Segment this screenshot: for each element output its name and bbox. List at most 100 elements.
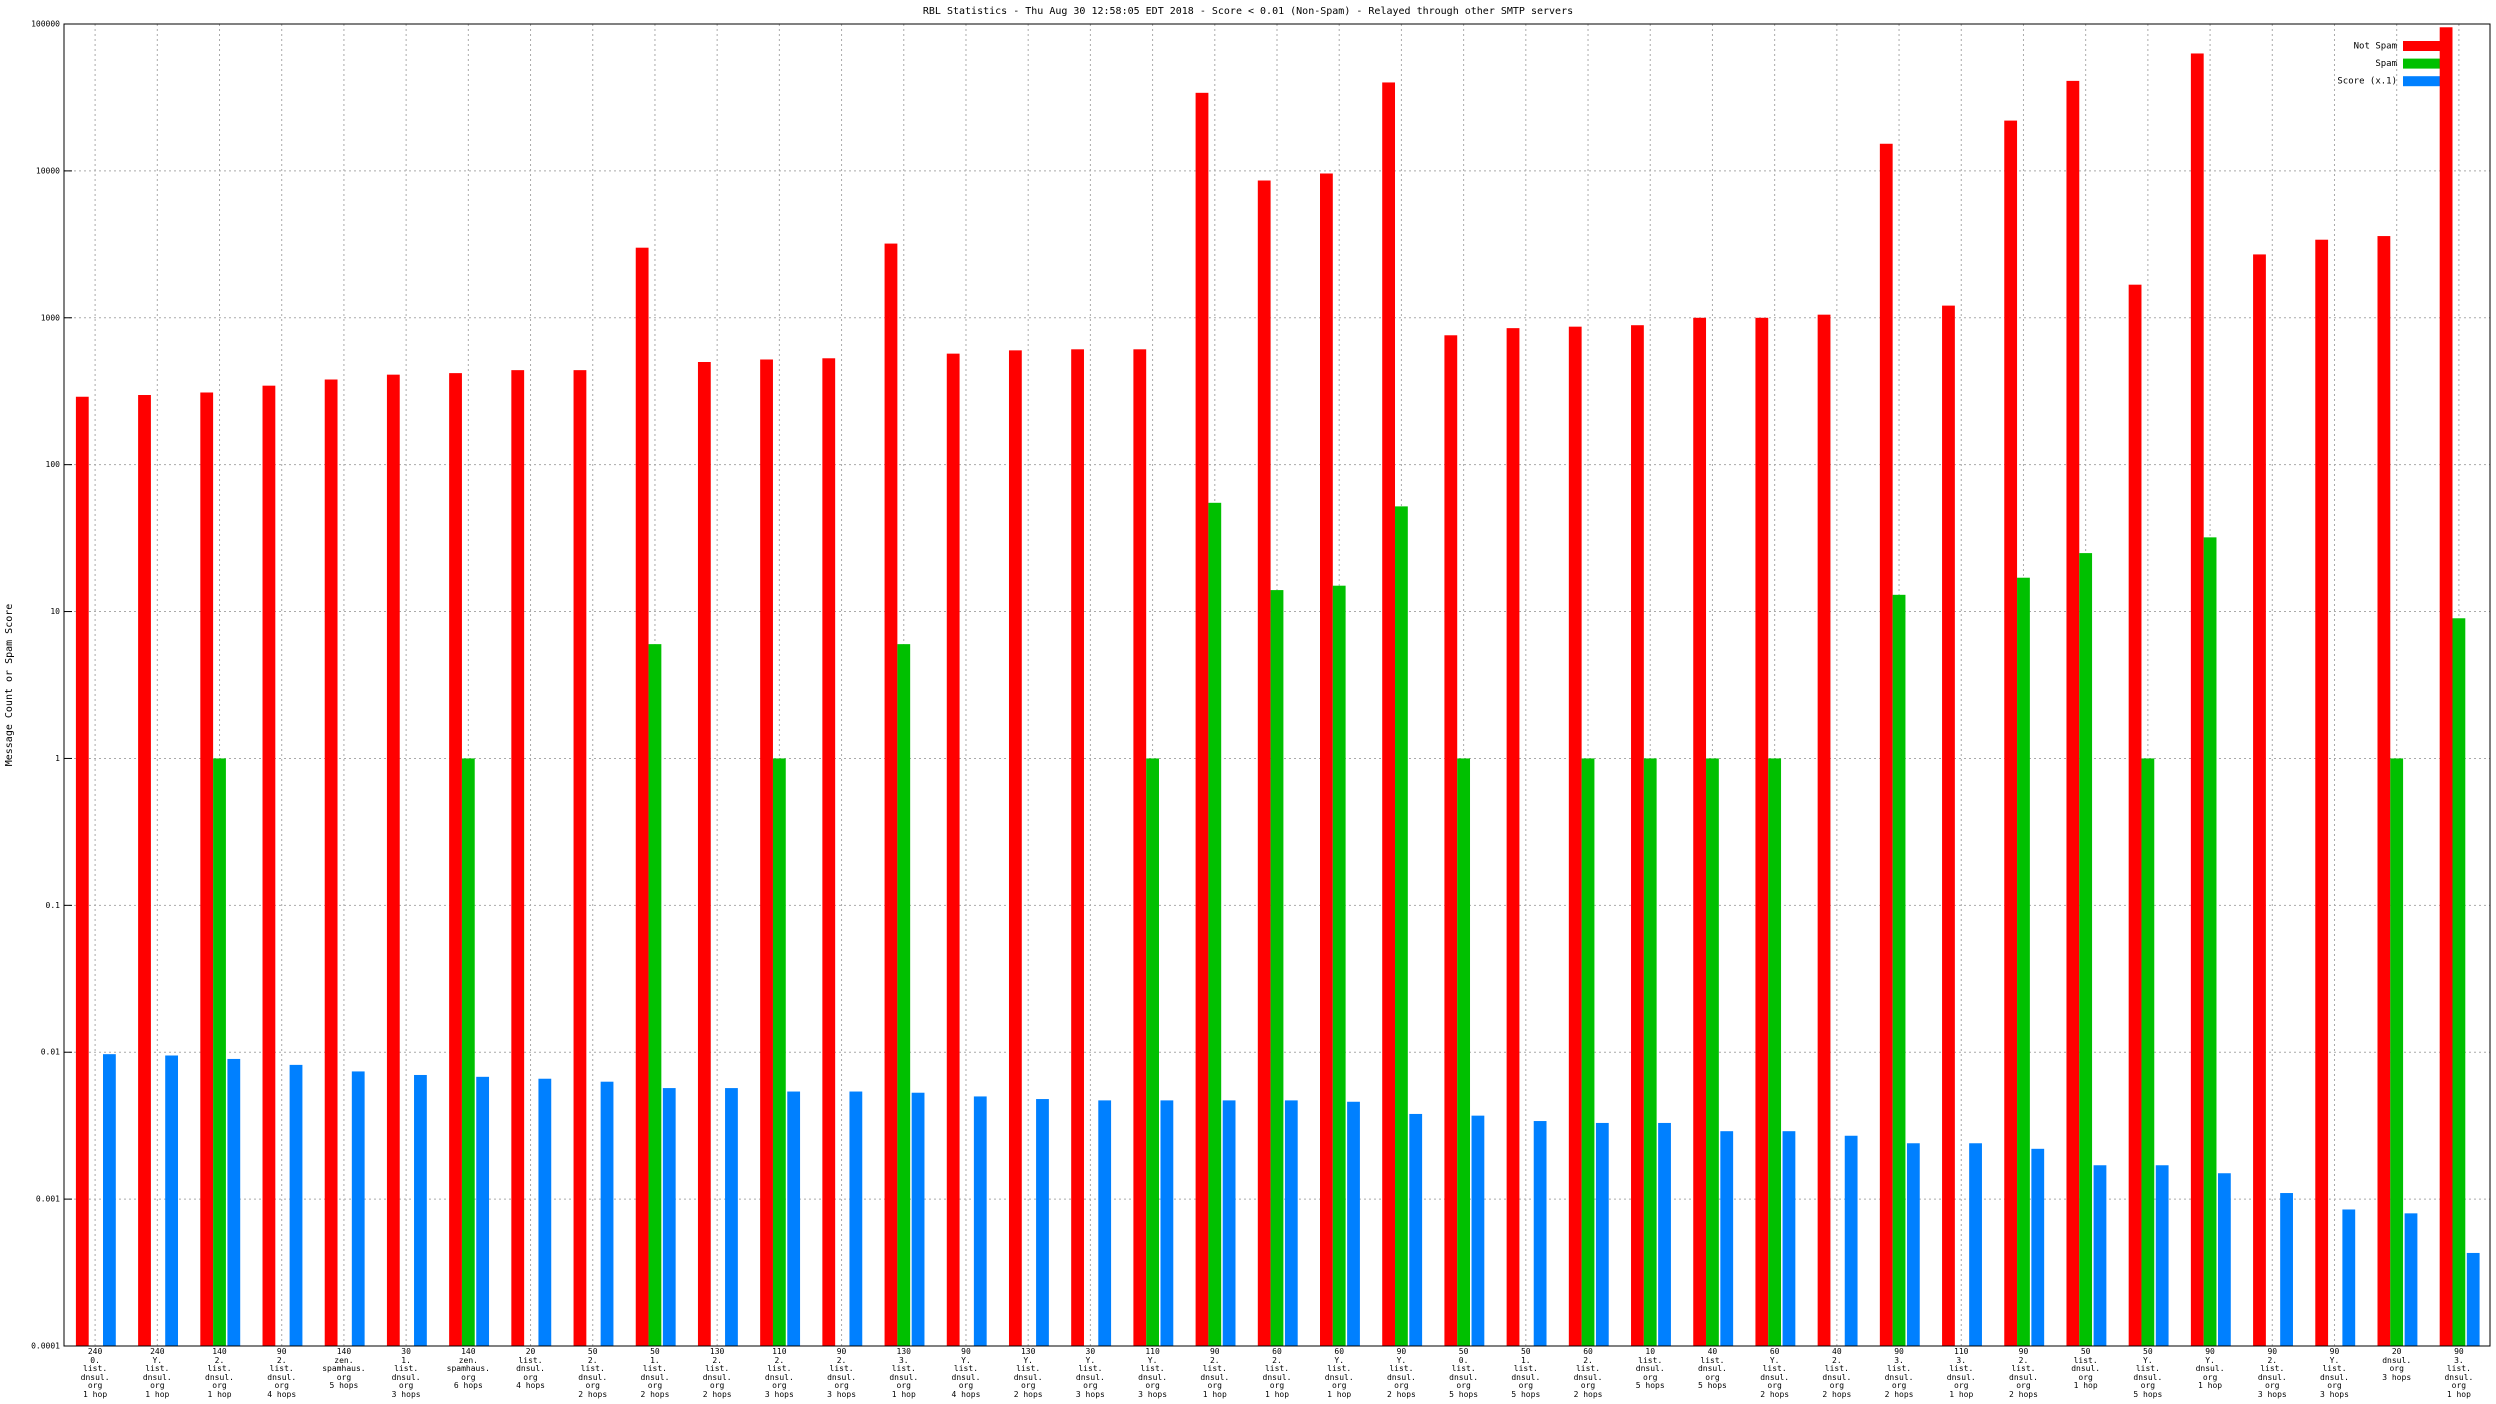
bar	[2390, 758, 2404, 1346]
bar	[1320, 173, 1333, 1346]
bar	[2377, 236, 2391, 1347]
bar	[213, 758, 226, 1346]
x-tick-label: 90 3. list. dnsul. org 2 hops	[1884, 1347, 1914, 1399]
bar	[1270, 590, 1284, 1346]
bar	[1160, 1100, 1174, 1346]
legend-label: Not Spam	[2354, 42, 2397, 52]
bar	[1879, 143, 1893, 1346]
x-tick-label: 60 2. list. dnsul. org 1 hop	[1262, 1347, 1292, 1399]
y-tick-label: 10000	[36, 166, 60, 175]
bar	[635, 247, 649, 1346]
bar	[1471, 1115, 1485, 1346]
bar	[2128, 284, 2142, 1346]
bar	[1395, 506, 1408, 1346]
bar	[787, 1091, 801, 1346]
y-axis-label: Message Count or Spam Score	[4, 604, 15, 767]
y-tick-label: 0.1	[46, 901, 61, 910]
x-tick-label: 240 0. list. dnsul. org 1 hop	[80, 1347, 110, 1399]
bar	[449, 373, 462, 1346]
x-tick-label: 90 Y. dnsul. org 1 hop	[2195, 1347, 2225, 1391]
x-tick-label: 30 Y. list. dnsul. org 3 hops	[1075, 1347, 1105, 1399]
y-tick-label: 10	[50, 607, 60, 616]
x-tick-label: 90 2. list. dnsul. org 1 hop	[1200, 1347, 1230, 1399]
x-tick-label: 90 3. list. dnsul. org 1 hop	[2444, 1347, 2474, 1399]
x-tick-label: 20 list. dnsul. org 4 hops	[516, 1347, 545, 1391]
bar	[1631, 325, 1644, 1347]
bar	[2439, 27, 2453, 1347]
x-tick-label: 60 Y. list. dnsul. org 2 hops	[1760, 1347, 1790, 1399]
bar	[1720, 1131, 1734, 1346]
x-tick-label: 130 2. list. dnsul. org 2 hops	[702, 1347, 732, 1399]
x-tick-label: 10 list. dnsul. org 5 hops	[1635, 1347, 1665, 1391]
bar	[227, 1058, 241, 1346]
bar	[1533, 1121, 1547, 1346]
bar	[1008, 350, 1022, 1347]
bar	[262, 385, 276, 1347]
plot-frame	[63, 23, 2491, 1347]
bar	[351, 1071, 365, 1346]
x-tick-label: 60 2. list. dnsul. org 2 hops	[1573, 1347, 1603, 1399]
bar	[2004, 120, 2018, 1346]
x-tick-label: 140 2. list. dnsul. org 1 hop	[205, 1347, 234, 1399]
x-tick-label: 50 2. list. dnsul. org 2 hops	[578, 1347, 608, 1399]
y-tick-label: 1000	[41, 313, 60, 322]
bar	[511, 370, 525, 1346]
x-tick-label: 90 2. list. dnsul. org 4 hops	[267, 1347, 297, 1399]
bar	[697, 361, 711, 1346]
bar	[461, 758, 475, 1346]
legend-swatch	[2403, 41, 2440, 51]
x-tick-label: 90 2. list. dnsul. org 2 hops	[2009, 1347, 2038, 1399]
y-tick-label: 0.01	[41, 1048, 60, 1057]
bar	[138, 395, 151, 1347]
y-tick-label: 100	[46, 460, 61, 469]
bar	[849, 1091, 863, 1346]
bar	[946, 353, 960, 1346]
y-tick-label: 0.001	[36, 1195, 60, 1204]
bar	[1568, 326, 1582, 1346]
bar	[1643, 758, 1657, 1346]
x-tick-label: 90 Y. list. dnsul. org 4 hops	[951, 1347, 981, 1399]
bar	[289, 1064, 303, 1346]
bar	[2404, 1213, 2418, 1346]
x-tick-label: 110 Y. list. dnsul. org 3 hops	[1138, 1347, 1168, 1399]
bar	[386, 374, 400, 1346]
bar	[1133, 349, 1147, 1346]
bar	[1693, 317, 1707, 1346]
bar	[1208, 502, 1222, 1346]
bar	[573, 370, 587, 1346]
bar	[2093, 1165, 2107, 1346]
bar	[822, 358, 836, 1347]
x-tick-label: 60 Y. list. dnsul. org 1 hop	[1324, 1347, 1354, 1399]
x-tick-label: 140 zen. spamhaus. org 5 hops	[322, 1347, 366, 1391]
bar	[1595, 1122, 1609, 1346]
x-tick-label: 40 list. dnsul. org 5 hops	[1697, 1347, 1727, 1391]
x-tick-label: 90 Y. list. dnsul. org 3 hops	[2320, 1347, 2349, 1399]
bar	[1098, 1100, 1112, 1346]
bar	[324, 379, 338, 1346]
bar	[1782, 1131, 1796, 1346]
bar	[648, 644, 662, 1346]
bar	[1506, 328, 1520, 1346]
x-tick-label: 110 2. list. dnsul. org 3 hops	[764, 1347, 794, 1399]
x-tick-label: 30 1. list. dnsul. org 3 hops	[391, 1347, 421, 1399]
bar	[538, 1078, 552, 1346]
bar	[103, 1054, 116, 1346]
bar	[1332, 585, 1346, 1346]
bar	[1755, 317, 1769, 1346]
bar	[1706, 758, 1719, 1346]
bar	[2190, 53, 2204, 1347]
bar	[2031, 1148, 2045, 1346]
y-tick-label: 0.0001	[31, 1342, 60, 1351]
bar	[600, 1081, 614, 1346]
bar	[2452, 618, 2466, 1346]
bar	[1071, 349, 1084, 1346]
bar	[1658, 1122, 1671, 1346]
bar	[1036, 1099, 1049, 1346]
y-tick-label: 100000	[31, 20, 60, 29]
bar	[1409, 1113, 1423, 1346]
bar	[414, 1074, 427, 1346]
x-tick-label: 130 Y. list. dnsul. org 2 hops	[1013, 1347, 1043, 1399]
bar	[2155, 1165, 2169, 1346]
bar	[2280, 1193, 2293, 1346]
